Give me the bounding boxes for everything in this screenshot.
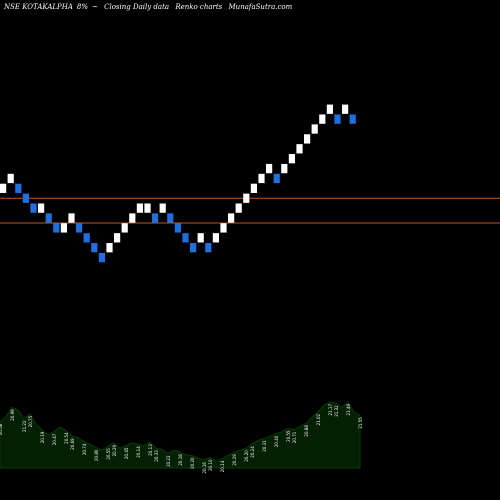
renko-brick-up — [342, 104, 349, 114]
volume-panel: 20.58 20.99 21.22 20.75 20.19 20.47 20.5420.69… — [0, 401, 363, 474]
volume-label: 20.55 — [286, 430, 291, 442]
volume-label: 20.10 — [208, 459, 213, 471]
renko-brick-down — [273, 173, 280, 184]
percent-label: 8% — [76, 3, 89, 11]
renko-brick-up — [220, 223, 227, 233]
renko-brick-up — [68, 213, 75, 223]
volume-label: 20.54 — [64, 432, 69, 444]
volume-label: 20.69 — [70, 438, 75, 450]
renko-brick-up — [266, 163, 273, 174]
volume-label: 20.31 — [262, 440, 267, 452]
volume-label: 20.16 — [202, 462, 207, 474]
volume-label: 20.88 — [304, 425, 309, 437]
volume-label: 20.18 — [178, 454, 183, 466]
renko-brick-up — [235, 203, 242, 213]
volume-label: 21.17 — [328, 404, 333, 416]
renko-brick-down — [190, 243, 197, 253]
volume-label: 20.71 — [292, 431, 297, 443]
volume-label: 20.20 — [190, 457, 195, 469]
renko-brick-down — [53, 223, 60, 233]
volume-area — [0, 401, 361, 469]
renko-brick-up — [197, 233, 204, 243]
volume-label: 21.22 — [22, 420, 27, 432]
renko-brick-up — [7, 173, 14, 184]
volume-label: 20.22 — [166, 455, 171, 467]
ticker-label: NSE KOTAKALPHA — [4, 3, 73, 11]
renko-brick-down — [98, 252, 105, 263]
renko-brick-up — [288, 154, 295, 164]
renko-brick-up — [326, 104, 333, 114]
site-label: MunafaSutra.com — [228, 3, 293, 11]
volume-label: 21.02 — [316, 413, 321, 425]
volume-label: 20.58 — [0, 423, 3, 435]
renko-brick-down — [15, 183, 22, 193]
chart-type-label: Renko charts — [175, 3, 223, 11]
renko-brick-down — [76, 223, 83, 233]
renko-brick-down — [30, 203, 37, 213]
renko-brick-down — [334, 114, 341, 124]
renko-brick-up — [114, 233, 121, 243]
volume-label: 20.74 — [82, 443, 87, 455]
volume-label: 20.99 — [10, 409, 15, 421]
renko-brick-up — [319, 114, 326, 124]
volume-label: 21.49 — [346, 404, 351, 416]
renko-bricks — [0, 104, 356, 263]
volume-label: 20.20 — [244, 450, 249, 462]
renko-brick-up — [228, 213, 235, 223]
renko-brick-up — [121, 223, 128, 233]
renko-brick-down — [22, 193, 29, 203]
volume-label: 20.13 — [148, 444, 153, 456]
volume-label: 20.19 — [40, 431, 45, 443]
renko-brick-up — [136, 203, 143, 213]
renko-brick-up — [311, 124, 318, 134]
renko-brick-down — [152, 213, 159, 223]
renko-brick-down — [174, 223, 181, 233]
volume-label: 20.80 — [94, 449, 99, 461]
renko-brick-down — [349, 114, 356, 124]
volume-label: 21.55 — [358, 417, 363, 429]
volume-label: 20.55 — [106, 448, 111, 460]
renko-brick-up — [38, 203, 45, 213]
renko-brick-down — [182, 233, 189, 243]
renko-brick-up — [0, 183, 7, 193]
renko-brick-up — [60, 223, 67, 233]
renko-brick-up — [296, 144, 303, 154]
reference-lines — [0, 197, 500, 224]
volume-label: 20.45 — [124, 447, 129, 459]
renko-brick-up — [212, 233, 219, 243]
volume-label: 20.75 — [28, 415, 33, 427]
renko-brick-up — [243, 193, 250, 203]
renko-brick-up — [281, 163, 288, 174]
renko-brick-up — [304, 134, 311, 144]
volume-label: 20.29 — [112, 444, 117, 456]
volume-label: 21.32 — [334, 405, 339, 417]
chart-header: NSE KOTAKALPHA 8% ~ Closing Daily data Ren… — [4, 3, 496, 11]
data-type-label: Closing Daily data — [104, 3, 170, 11]
renko-brick-up — [159, 203, 166, 213]
renko-brick-down — [167, 213, 174, 223]
renko-brick-up — [106, 243, 113, 253]
volume-label: 20.40 — [274, 435, 279, 447]
renko-brick-up — [129, 213, 136, 223]
volume-label: 20.33 — [154, 450, 159, 462]
renko-brick-down — [91, 243, 98, 253]
renko-brick-up — [250, 183, 257, 193]
volume-label: 20.47 — [52, 433, 57, 445]
volume-label: 20.14 — [136, 446, 141, 458]
trend-arrow: ~ — [92, 3, 98, 11]
renko-brick-down — [83, 233, 90, 243]
renko-brick-down — [205, 243, 212, 253]
renko-brick-up — [258, 173, 265, 184]
renko-brick-up — [144, 203, 151, 213]
volume-label: 20.19 — [232, 454, 237, 466]
volume-label: 20.24 — [250, 446, 255, 458]
volume-label: 20.14 — [220, 460, 225, 472]
renko-brick-down — [45, 213, 52, 223]
